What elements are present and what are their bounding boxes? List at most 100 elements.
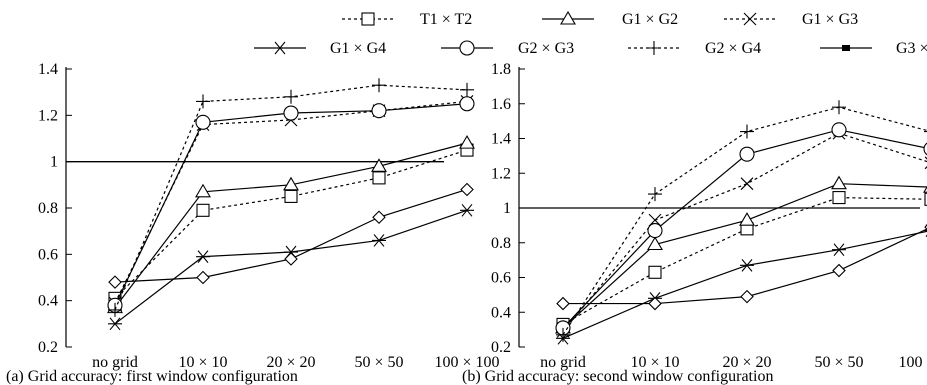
legend-entry-t1-t2: T1 × T2 — [342, 11, 472, 28]
series-line — [114, 188, 468, 283]
y-tick-label: 0.8 — [38, 200, 58, 217]
y-tick-label: 1 — [503, 200, 511, 217]
series-g2-g4 — [556, 100, 927, 342]
series-line — [114, 103, 468, 306]
data-point — [647, 236, 663, 251]
y-tick-label: 0.6 — [38, 246, 58, 263]
data-point — [924, 224, 927, 237]
series-line — [562, 230, 927, 339]
data-point — [284, 189, 298, 203]
y-tick-label: 1.4 — [491, 131, 511, 148]
x-tick-label: 10 × 10 — [178, 354, 227, 371]
y-tick-label: 0.4 — [38, 293, 58, 310]
legend-marker-circle — [459, 40, 475, 56]
data-point — [372, 234, 386, 247]
y-ticks: 0.2 0.4 0.6 0.8 1 1.2 1.4 — [38, 61, 72, 356]
chart-caption: (a) Grid accuracy: first window configur… — [6, 368, 298, 385]
legend-entry-g3-g4: G3 × G4 — [820, 40, 927, 57]
data-point — [371, 103, 387, 119]
data-point — [648, 187, 662, 202]
data-point — [832, 263, 846, 278]
legend-entry-g1-g2: G1 × G2 — [542, 10, 678, 28]
data-point — [196, 250, 210, 264]
y-tick-label: 1.8 — [491, 61, 511, 78]
data-point — [923, 185, 927, 193]
legend-entry-g2-g3: G2 × G3 — [441, 40, 574, 57]
data-point — [831, 122, 847, 138]
y-tick-label: 0.2 — [491, 339, 511, 356]
data-point — [459, 135, 475, 149]
data-point — [459, 96, 475, 112]
x-ticks: no grid 10 × 10 20 × 20 50 × 50 100 × 100 — [540, 354, 927, 371]
data-point — [739, 212, 755, 226]
series-g1-g4 — [108, 203, 474, 331]
data-point — [372, 78, 386, 93]
data-point — [831, 175, 847, 190]
y-ticks: 0.2 0.4 0.6 0.8 1 1.2 1.4 1.6 1.8 — [491, 61, 525, 356]
data-point — [283, 176, 299, 191]
y-tick-label: 1.2 — [38, 107, 58, 124]
data-point — [284, 89, 298, 104]
y-tick-label: 0.4 — [491, 304, 511, 321]
data-point — [196, 94, 210, 109]
data-point — [648, 213, 662, 227]
data-point — [740, 177, 754, 191]
x-tick-label: 100 × 100 — [898, 354, 927, 371]
x-tick-label: 100 × 100 — [434, 354, 499, 371]
data-point — [108, 302, 122, 317]
x-tick-label: no grid — [540, 354, 586, 371]
data-point — [740, 258, 754, 272]
legend: T1 × T2 G1 × G2 G1 × G3 G1 × G4 G2 × G3 G2 × … — [254, 10, 927, 57]
data-point — [739, 146, 755, 162]
series-g3-g4 — [108, 182, 474, 289]
data-point — [372, 171, 386, 185]
series-line — [562, 183, 927, 329]
y-tick-label: 1 — [50, 154, 58, 171]
y-tick-label: 1.4 — [38, 61, 58, 78]
x-tick-label: 50 × 50 — [814, 354, 863, 371]
data-point — [195, 114, 211, 130]
legend-marker-asterisk — [273, 41, 287, 55]
legend-marker-triangle — [560, 10, 576, 25]
legend-label: G1 × G2 — [622, 11, 678, 28]
legend-label: G1 × G3 — [802, 11, 858, 28]
data-point — [195, 183, 211, 198]
y-tick-label: 0.2 — [38, 339, 58, 356]
legend-label: T1 × T2 — [420, 11, 472, 28]
legend-label: G3 × G4 — [896, 40, 927, 57]
chart-panel-a: 0.2 0.4 0.6 0.8 1 1.2 1.4 no grid 10 × 10 20 × 20… — [6, 61, 500, 385]
chart-panel-b: 0.2 0.4 0.6 0.8 1 1.2 1.4 1.6 1.8 no grid 10 × 10 2… — [462, 61, 927, 385]
data-point — [196, 203, 210, 217]
data-point — [832, 191, 846, 205]
data-point — [283, 105, 299, 121]
legend-label: G2 × G3 — [518, 40, 574, 57]
data-point — [108, 317, 122, 331]
series-g1-g2 — [107, 135, 475, 314]
series-g2-g4 — [108, 78, 474, 317]
y-tick-label: 0.6 — [491, 270, 511, 287]
data-point — [460, 203, 474, 217]
y-tick-label: 1.6 — [491, 96, 511, 113]
legend-marker-x — [743, 12, 757, 26]
data-point — [284, 252, 298, 266]
data-point — [740, 124, 754, 139]
x-ticks: no grid 10 × 10 20 × 20 50 × 50 100 × 100 — [92, 354, 499, 371]
series-line — [562, 132, 927, 332]
data-point — [740, 289, 754, 304]
data-point — [648, 265, 662, 279]
data-point — [460, 182, 474, 197]
legend-label: G1 × G4 — [330, 40, 386, 57]
data-point — [371, 158, 387, 172]
data-point — [923, 142, 927, 156]
data-point — [832, 100, 846, 115]
y-tick-label: 1.2 — [491, 165, 511, 182]
legend-label: G2 × G4 — [705, 40, 761, 57]
data-point — [648, 296, 662, 311]
x-tick-label: 20 × 20 — [722, 354, 771, 371]
data-point — [108, 275, 122, 289]
data-point — [372, 210, 386, 225]
chart-caption: (b) Grid accuracy: second window configu… — [462, 368, 773, 385]
series-t1-t2 — [556, 191, 927, 331]
series-g2-g3 — [107, 96, 475, 313]
